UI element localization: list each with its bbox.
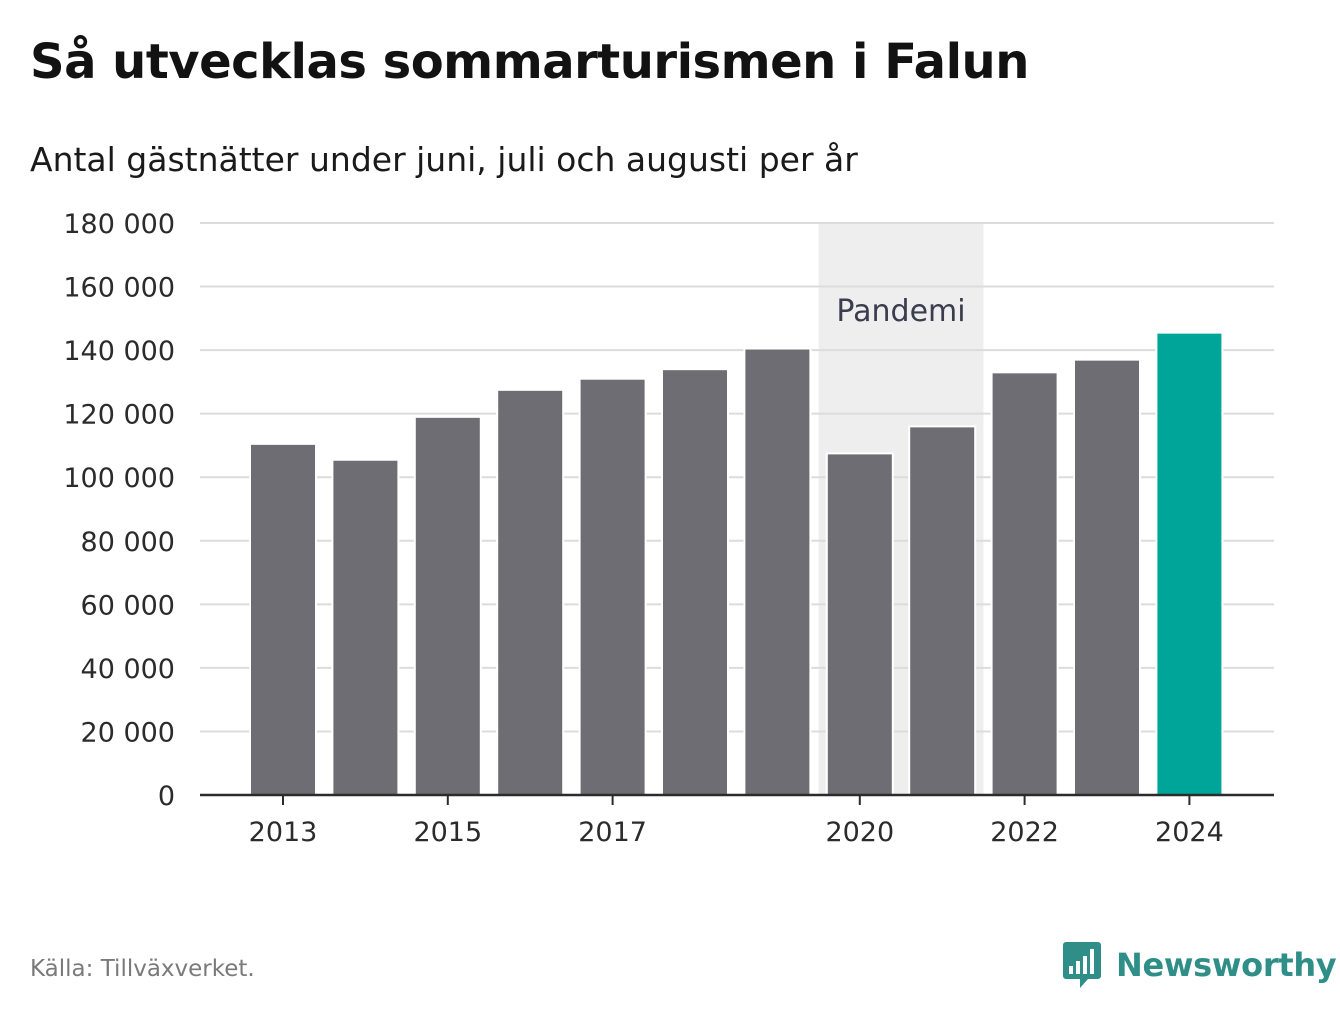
newsworthy-chart-bubble-icon [1063,942,1101,988]
bar-chart: Pandemi 0 20 000 40 000 60 000 80 000 100 000… [63,209,1274,848]
y-tick-label: 0 [158,781,175,812]
bar-2022 [990,371,1059,796]
bar-2021 [908,425,977,796]
y-tick-label: 120 000 [63,400,175,431]
x-tick-label: 2022 [990,817,1059,848]
bar-2016 [496,388,565,796]
x-tick-label: 2024 [1155,817,1224,848]
pandemic-label: Pandemi [836,294,965,329]
y-tick-label: 80 000 [81,527,175,558]
bar-2020 [825,452,894,796]
y-tick-label: 160 000 [63,273,175,304]
bar-2018 [661,368,729,796]
y-tick-label: 140 000 [63,336,175,367]
y-tick-label: 60 000 [81,590,175,621]
x-tick-label: 2015 [413,817,482,848]
brand-name: Newsworthy [1116,946,1337,984]
y-tick-label: 100 000 [63,463,175,494]
chart-title: Så utvecklas sommarturismen i Falun [30,34,1029,90]
y-tick-label: 20 000 [81,717,175,748]
brand-logo: Newsworthy [1062,940,1337,990]
source-note: Källa: Tillväxverket. [30,956,255,982]
bar-2013 [249,442,317,796]
y-tick-label: 180 000 [63,209,175,240]
bar-2024 [1155,331,1224,796]
bar-2015 [413,415,482,796]
x-tick-label: 2013 [249,817,318,848]
bar-2019 [743,347,812,796]
bar-2023 [1073,358,1141,796]
x-tick-label: 2017 [578,817,647,848]
x-tick-label: 2020 [825,817,894,848]
bar-2017 [578,377,647,796]
y-tick-label: 40 000 [81,654,175,685]
bar-2014 [331,458,400,796]
chart-subtitle: Antal gästnätter under juni, juli och au… [30,140,858,179]
